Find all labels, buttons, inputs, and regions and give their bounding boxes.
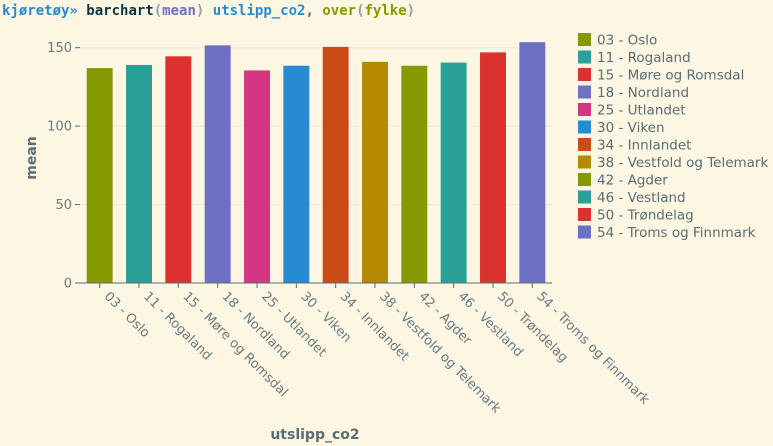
y-tick-label: 100 [47, 120, 72, 135]
legend-label: 18 - Nordland [597, 85, 689, 101]
bar [165, 56, 192, 283]
legend-swatch [578, 33, 591, 46]
y-axis-title: mean [24, 136, 40, 180]
legend-swatch [578, 190, 591, 204]
legend-swatch [578, 155, 591, 169]
command-variable: utslipp_co2 [212, 3, 306, 19]
legend-swatch [578, 103, 591, 116]
legend-label: 50 - Trøndelag [597, 208, 694, 224]
x-tick-label: 50 - Trøndelag [494, 289, 570, 365]
bar [244, 70, 270, 283]
bar [362, 61, 388, 284]
bar [126, 64, 152, 283]
x-tick-label: 11 - Rogaland [140, 289, 214, 363]
legend-label: 11 - Rogaland [597, 50, 691, 66]
legend-label: 30 - Viken [597, 120, 665, 136]
legend-label: 42 - Agder [597, 173, 668, 189]
bar [322, 46, 349, 284]
prompt: kjøretøy» [2, 3, 78, 19]
bar [519, 42, 546, 284]
command-over-keyword: over [322, 3, 357, 19]
legend-swatch [578, 225, 591, 239]
legend-label: 03 - Oslo [597, 33, 657, 49]
x-tick-label: 34 - Innlandet [337, 289, 412, 364]
bar [204, 45, 231, 283]
legend-label: 34 - Innlandet [597, 138, 691, 154]
bar [480, 52, 506, 283]
bar [86, 68, 113, 283]
legend-label: 38 - Vestfold og Telemark [597, 155, 768, 171]
legend-swatch [578, 50, 591, 64]
legend-label: 15 - Møre og Romsdal [597, 68, 744, 84]
grid-lines [80, 47, 552, 206]
legend-swatch [578, 138, 591, 151]
legend-label: 54 - Troms og Finnmark [597, 225, 756, 241]
bar [440, 62, 467, 284]
command-line: kjøretøy» barchart(mean) utslipp_co2, ov… [2, 3, 416, 19]
legend-swatch [578, 208, 591, 221]
command-function: barchart [86, 3, 154, 19]
y-tick-label: 0 [64, 277, 72, 292]
bar [283, 65, 310, 284]
legend-swatch [578, 173, 591, 186]
bars [86, 42, 546, 284]
y-tick-label: 150 [47, 41, 72, 56]
legend-swatch [578, 85, 591, 99]
y-axis-ticks: 0 50 100 150 [47, 41, 80, 292]
legend-swatch [578, 120, 591, 134]
legend-swatch [578, 68, 591, 81]
legend-label: 25 - Utlandet [597, 103, 686, 119]
bar [401, 65, 428, 284]
legend-label: 46 - Vestland [597, 190, 686, 206]
x-axis-title: utslipp_co2 [270, 427, 359, 443]
y-tick-label: 50 [55, 198, 72, 213]
command-argument: mean [162, 3, 196, 19]
command-over-argument: fylke [364, 3, 407, 19]
